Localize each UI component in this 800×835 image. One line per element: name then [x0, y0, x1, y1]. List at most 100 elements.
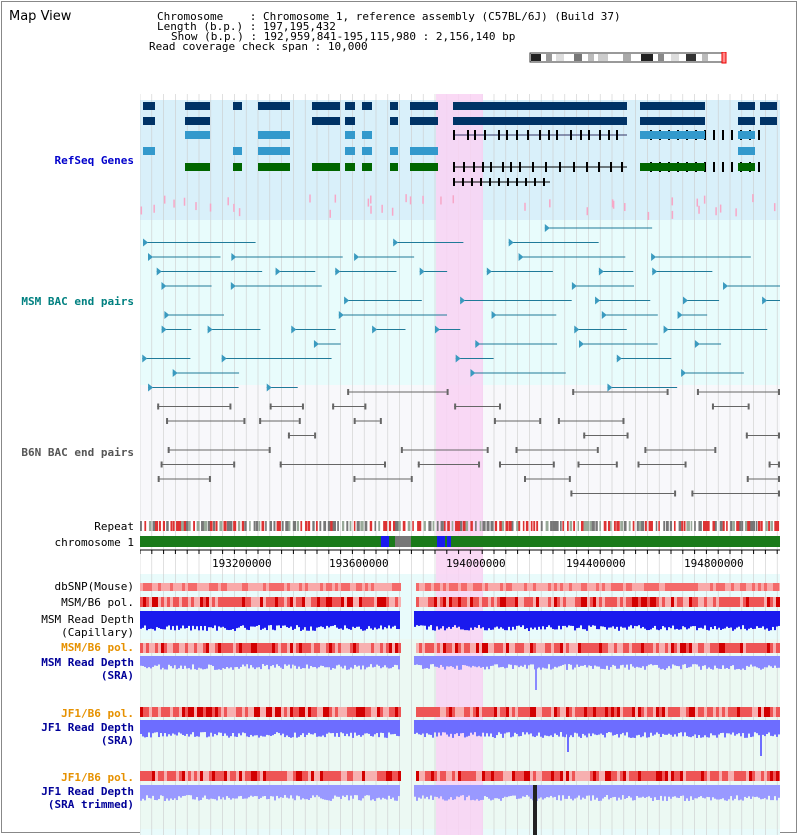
chromosome-track-label[interactable]: chromosome 1	[54, 536, 134, 549]
polymorphism-heat-tracks[interactable]	[140, 583, 780, 781]
refseq-mark	[698, 205, 700, 214]
depth-bar	[292, 611, 294, 630]
depth-bar	[248, 785, 250, 798]
gene-block	[390, 102, 398, 110]
polymorphism-cell	[506, 643, 509, 653]
depth-bar	[218, 785, 220, 797]
refseq-genes-track[interactable]	[140, 102, 777, 220]
polymorphism-cell	[623, 597, 626, 607]
b6n-bac-label[interactable]: B6N BAC end pairs	[21, 446, 134, 459]
polymorphism-cell	[599, 771, 602, 781]
depth-bar	[692, 611, 694, 627]
polymorphism-cell	[560, 597, 563, 607]
polymorphism-cell	[158, 643, 161, 653]
depth-bar	[254, 611, 256, 627]
msm-b6-pol-sra-label[interactable]: MSM/B6 pol.	[61, 641, 134, 654]
depth-bar	[156, 785, 158, 801]
repeat-element	[436, 521, 439, 531]
depth-bar	[668, 611, 670, 628]
polymorphism-cell	[380, 771, 383, 781]
jf1-b6-pol-trim-label[interactable]: JF1/B6 pol.	[61, 771, 134, 784]
b6n-bac-track[interactable]	[157, 389, 780, 497]
bac-end	[539, 418, 542, 424]
polymorphism-cell	[353, 643, 356, 653]
polymorphism-cell	[359, 707, 362, 717]
depth-bar	[576, 611, 578, 629]
polymorphism-cell	[572, 643, 575, 653]
depth-bar	[764, 611, 766, 630]
read-depth-tracks[interactable]	[140, 611, 780, 835]
polymorphism-cell	[686, 707, 689, 717]
depth-bar	[266, 720, 268, 735]
depth-bar	[178, 720, 180, 733]
depth-bar	[490, 656, 492, 666]
jf1-depth-sra-label[interactable]: JF1 Read Depth (SRA)	[41, 721, 134, 747]
polymorphism-cell	[461, 583, 464, 591]
repeat-label[interactable]: Repeat	[94, 520, 134, 533]
polymorphism-cell	[362, 707, 365, 717]
depth-bar	[456, 785, 458, 797]
genome-browser-plot[interactable]	[140, 94, 780, 835]
depth-bar	[558, 611, 560, 626]
depth-bar	[704, 720, 706, 736]
depth-bar	[774, 656, 776, 666]
depth-bar	[528, 611, 530, 631]
depth-bar	[698, 785, 700, 798]
polymorphism-cell	[590, 597, 593, 607]
msm-depth-sra-label[interactable]: MSM Read Depth (SRA)	[41, 656, 134, 682]
msm-bac-label[interactable]: MSM BAC end pairs	[21, 295, 134, 308]
gene-block	[233, 102, 242, 110]
polymorphism-cell	[191, 597, 194, 607]
repeat-element	[388, 521, 392, 531]
polymorphism-cell	[296, 583, 299, 591]
polymorphism-cell	[311, 643, 314, 653]
polymorphism-cell	[548, 643, 551, 653]
polymorphism-cell	[590, 771, 593, 781]
depth-bar	[206, 720, 208, 738]
polymorphism-cell	[755, 597, 758, 607]
depth-bar	[178, 656, 180, 669]
jf1-depth-trim-label[interactable]: JF1 Read Depth (SRA trimmed)	[41, 785, 134, 811]
depth-bar	[630, 785, 632, 798]
msm-b6-pol-capillary-label[interactable]: MSM/B6 pol.	[61, 596, 134, 609]
polymorphism-cell	[779, 597, 780, 607]
depth-bar	[454, 720, 456, 735]
jf1-b6-pol-label[interactable]: JF1/B6 pol.	[61, 707, 134, 720]
depth-bar	[550, 785, 552, 796]
polymorphism-cell	[737, 771, 740, 781]
refseq-genes-label[interactable]: RefSeq Genes	[54, 154, 134, 167]
depth-bar	[714, 720, 716, 736]
depth-bar	[670, 785, 672, 799]
msm-bac-track[interactable]	[142, 224, 780, 392]
polymorphism-cell	[551, 707, 554, 717]
depth-bar	[620, 656, 622, 666]
depth-bar	[690, 785, 692, 797]
depth-bar	[264, 720, 266, 737]
bac-end	[410, 476, 413, 482]
chromosome-track[interactable]	[140, 536, 780, 547]
bac-end	[637, 461, 640, 468]
chromosome-ideogram[interactable]	[528, 52, 728, 64]
depth-bar	[512, 785, 514, 796]
depth-bar	[744, 656, 746, 670]
polymorphism-cell	[557, 597, 560, 607]
depth-bar	[362, 785, 364, 799]
polymorphism-cell	[374, 643, 377, 653]
exon	[482, 162, 484, 172]
exon	[559, 162, 561, 172]
msm-depth-capillary-label[interactable]: MSM Read Depth (Capillary)	[41, 613, 134, 639]
polymorphism-cell	[287, 707, 290, 717]
exon	[608, 130, 610, 140]
depth-bar	[436, 656, 438, 667]
polymorphism-cell	[647, 643, 650, 653]
depth-bar	[286, 611, 288, 628]
repeat-track[interactable]	[140, 521, 780, 531]
polymorphism-cell	[713, 583, 716, 591]
refseq-mark	[209, 203, 212, 212]
polymorphism-cell	[533, 583, 536, 591]
depth-bar	[680, 611, 682, 630]
polymorphism-cell	[515, 707, 518, 717]
depth-bar	[464, 611, 466, 631]
polymorphism-cell	[452, 771, 455, 781]
dbsnp-label[interactable]: dbSNP(Mouse)	[54, 580, 134, 593]
